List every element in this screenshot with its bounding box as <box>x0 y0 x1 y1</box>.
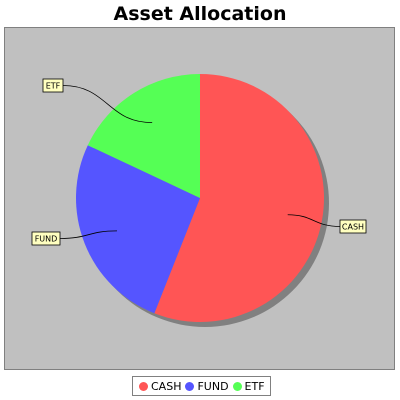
legend-swatch-fund <box>185 381 195 391</box>
legend-label-cash: CASH <box>151 379 182 393</box>
pie-slice-etf[interactable] <box>87 74 200 198</box>
slice-label-cash: CASH <box>342 223 364 232</box>
label-box-cash <box>339 219 367 234</box>
legend-item-fund: FUND <box>183 379 229 393</box>
legend: CASH FUND ETF <box>132 376 271 396</box>
legend-swatch-etf <box>232 381 242 391</box>
label-box-etf <box>42 78 64 93</box>
legend-swatch-cash <box>139 381 148 391</box>
label-box-fund <box>31 231 61 246</box>
legend-item-cash: CASH <box>137 380 181 393</box>
label-leader-fund <box>59 230 117 239</box>
pie-slices <box>75 74 324 322</box>
slice-label-fund: FUND <box>35 235 58 244</box>
legend-label-fund: FUND <box>197 379 229 393</box>
chart-title: Asset Allocation <box>113 3 287 25</box>
pie-slice-cash[interactable] <box>154 74 324 322</box>
pie-labels: CASH FUND ETF <box>31 78 367 246</box>
slice-label-etf: ETF <box>46 82 61 91</box>
legend-item-etf: ETF <box>231 380 265 393</box>
label-leader-cash <box>287 214 341 227</box>
label-leader-etf <box>62 85 153 124</box>
legend-label-etf: ETF <box>244 379 265 393</box>
pie-slice-fund[interactable] <box>75 145 200 314</box>
